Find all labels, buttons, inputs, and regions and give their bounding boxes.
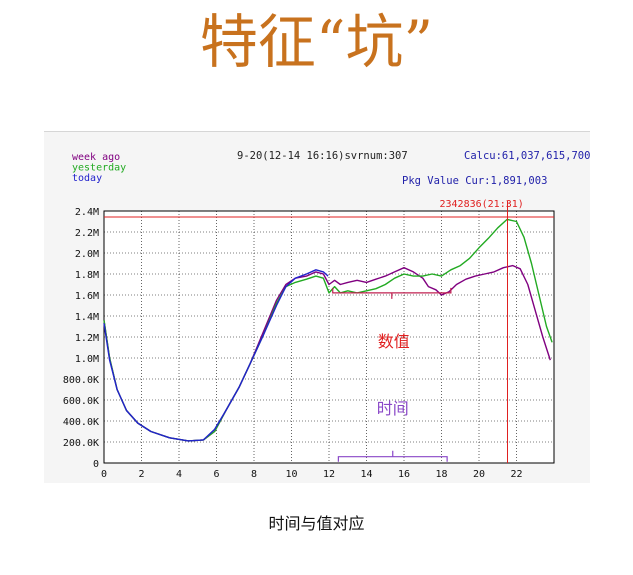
- x-tick-label: 18: [435, 469, 447, 480]
- x-tick-label: 4: [176, 469, 182, 480]
- calcu-readout: Calcu:61,037,615,700: [464, 150, 590, 162]
- x-tick-label: 22: [510, 469, 522, 480]
- y-tick-label: 400.0K: [63, 417, 99, 428]
- y-tick-label: 1.6M: [75, 291, 99, 302]
- y-tick-label: 0: [93, 459, 99, 470]
- x-tick-label: 8: [251, 469, 257, 480]
- y-tick-label: 800.0K: [63, 375, 99, 386]
- pkg-value-readout: Pkg Value Cur:1,891,003: [402, 175, 547, 187]
- y-tick-label: 600.0K: [63, 396, 99, 407]
- y-tick-label: 1.4M: [75, 312, 99, 323]
- legend-entry: week ago: [72, 152, 120, 163]
- legend-entry: today: [72, 173, 102, 184]
- line-chart: 0 200.0K 400.0K 600.0K 800.0K 1.0M 1.2M 1.4M 1.6…: [63, 150, 590, 480]
- value-bracket: [332, 287, 452, 299]
- chart-marker: 2342836(21:31): [104, 199, 554, 463]
- legend-entry: yesterday: [72, 163, 126, 174]
- x-tick-label: 12: [323, 469, 335, 480]
- chart-grid: [103, 210, 555, 464]
- x-tick-label: 16: [398, 469, 410, 480]
- y-tick-label: 1.2M: [75, 333, 99, 344]
- y-tick-label: 1.8M: [75, 270, 99, 281]
- x-tick-label: 6: [213, 469, 219, 480]
- chart-ticks: 0 200.0K 400.0K 600.0K 800.0K 1.0M 1.2M 1.4M 1.6…: [63, 207, 523, 480]
- time-bracket: [337, 450, 448, 462]
- time-annotation: 时间: [377, 399, 409, 418]
- x-tick-label: 2: [138, 469, 144, 480]
- chart-series: [103, 218, 553, 442]
- y-tick-label: 2.4M: [75, 207, 99, 218]
- chart-header: 9-20(12-14 16:16)svrnum:307: [237, 150, 408, 162]
- y-tick-label: 2.0M: [75, 249, 99, 260]
- y-tick-label: 2.2M: [75, 228, 99, 239]
- x-tick-label: 14: [360, 469, 372, 480]
- x-tick-label: 10: [285, 469, 297, 480]
- value-annotation: 数值: [378, 332, 410, 351]
- x-tick-label: 0: [101, 469, 107, 480]
- y-tick-label: 1.0M: [75, 354, 99, 365]
- x-tick-label: 20: [473, 469, 485, 480]
- page-title: 特征“坑”: [199, 8, 434, 76]
- y-tick-label: 200.0K: [63, 438, 99, 449]
- series-line-today: [103, 269, 329, 442]
- chart-panel: 0 200.0K 400.0K 600.0K 800.0K 1.0M 1.2M 1.4M 1.6…: [44, 131, 590, 483]
- marker-label: 2342836(21:31): [440, 199, 524, 210]
- figure-caption: 时间与值对应: [268, 514, 365, 533]
